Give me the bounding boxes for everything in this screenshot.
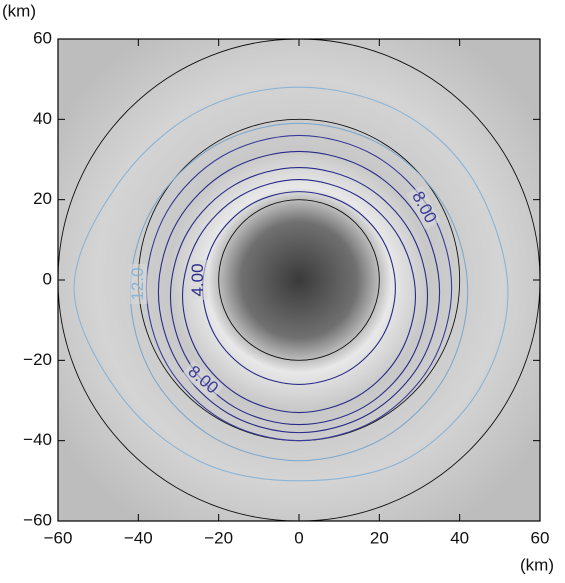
y-tick-label: −20 bbox=[23, 350, 52, 369]
y-tick-label: −40 bbox=[23, 430, 52, 449]
contour-label: 12.0 bbox=[128, 267, 147, 300]
x-axis-label: (km) bbox=[520, 555, 554, 574]
contour-label-bg bbox=[406, 185, 441, 230]
contour-label: 4.00 bbox=[188, 263, 207, 296]
x-tick-label: −40 bbox=[124, 528, 153, 547]
contour-label-bg bbox=[189, 260, 208, 300]
contour-line bbox=[181, 179, 417, 414]
y-tick-label: 20 bbox=[33, 189, 52, 208]
x-tick-label: 0 bbox=[294, 528, 303, 547]
x-tick-label: 20 bbox=[370, 528, 389, 547]
x-tick-label: 40 bbox=[450, 528, 469, 547]
reference-circle bbox=[218, 199, 380, 361]
contour-line bbox=[169, 166, 429, 426]
y-tick-label: 0 bbox=[43, 269, 52, 288]
y-tick-label: 40 bbox=[33, 109, 52, 128]
contour-label-bg bbox=[181, 360, 224, 401]
contour-line bbox=[73, 86, 509, 482]
x-tick-label: −20 bbox=[204, 528, 233, 547]
contour-line bbox=[157, 150, 441, 434]
x-tick-label: −60 bbox=[44, 528, 73, 547]
x-tick-label: 60 bbox=[531, 528, 550, 547]
y-axis-label: (km) bbox=[2, 1, 36, 20]
contour-label-bg bbox=[129, 264, 148, 305]
y-tick-label: −60 bbox=[23, 510, 52, 529]
y-tick-label: 60 bbox=[33, 28, 52, 47]
